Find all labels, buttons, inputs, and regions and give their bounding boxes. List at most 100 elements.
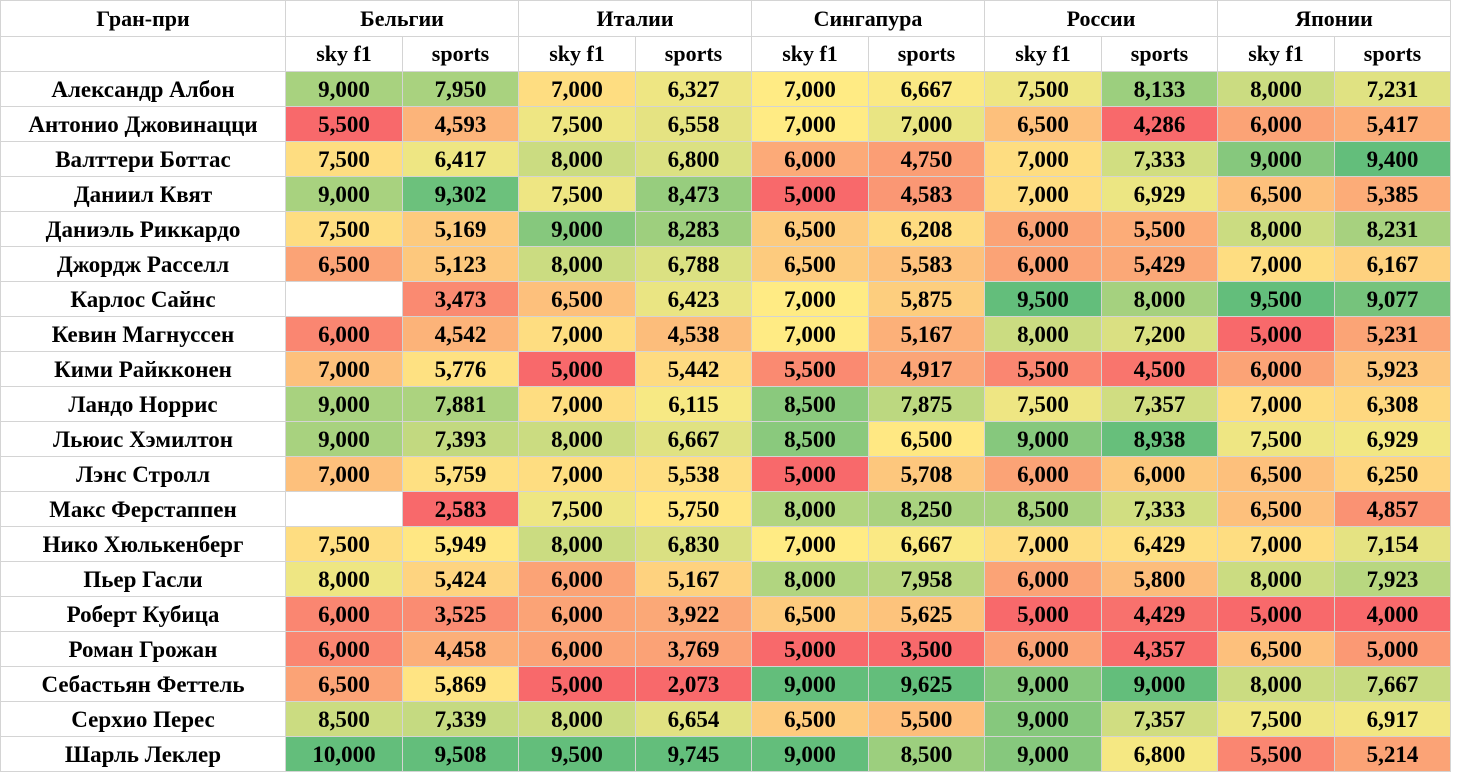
score-cell[interactable]: 5,442 [635, 351, 752, 387]
score-cell[interactable]: 8,250 [868, 491, 985, 527]
score-cell[interactable]: 8,000 [285, 561, 403, 597]
score-cell[interactable]: 7,000 [984, 141, 1102, 177]
score-cell[interactable]: 6,500 [868, 421, 985, 457]
driver-name-cell[interactable]: Даниил Квят [0, 176, 286, 212]
score-cell[interactable]: 4,538 [635, 316, 752, 352]
score-cell[interactable]: 8,000 [518, 141, 636, 177]
score-cell[interactable]: 7,923 [1334, 561, 1451, 597]
score-cell[interactable]: 8,000 [1217, 211, 1335, 247]
score-cell[interactable]: 7,000 [751, 526, 869, 562]
race-header-cell[interactable]: Бельгии [285, 0, 519, 37]
score-cell[interactable]: 7,500 [984, 386, 1102, 422]
score-cell[interactable]: 8,133 [1101, 71, 1218, 107]
score-cell[interactable]: 5,800 [1101, 561, 1218, 597]
score-cell[interactable]: 6,000 [518, 596, 636, 632]
score-cell[interactable]: 7,500 [285, 526, 403, 562]
driver-name-cell[interactable]: Даниэль Риккардо [0, 211, 286, 247]
score-cell[interactable]: 5,000 [751, 176, 869, 212]
driver-name-cell[interactable]: Александр Албон [0, 71, 286, 107]
score-cell[interactable]: 6,500 [285, 666, 403, 702]
race-header-cell[interactable]: Италии [518, 0, 752, 37]
score-cell[interactable]: 7,958 [868, 561, 985, 597]
score-cell[interactable]: 6,423 [635, 281, 752, 317]
driver-name-cell[interactable]: Нико Хюлькенберг [0, 526, 286, 562]
driver-name-cell[interactable]: Лэнс Стролл [0, 456, 286, 492]
score-cell[interactable]: 6,500 [751, 246, 869, 282]
score-cell[interactable]: 5,000 [984, 596, 1102, 632]
score-cell[interactable]: 8,500 [751, 386, 869, 422]
channel-header-cell[interactable]: sky f1 [1217, 36, 1335, 72]
score-cell[interactable]: 6,500 [751, 596, 869, 632]
score-cell[interactable]: 8,283 [635, 211, 752, 247]
score-cell[interactable]: 6,500 [285, 246, 403, 282]
score-cell[interactable]: 9,745 [635, 736, 752, 772]
score-cell[interactable]: 6,000 [984, 631, 1102, 667]
score-cell[interactable]: 7,000 [751, 316, 869, 352]
score-cell[interactable]: 6,800 [1101, 736, 1218, 772]
score-cell[interactable]: 7,875 [868, 386, 985, 422]
score-cell[interactable]: 6,667 [868, 71, 985, 107]
score-cell[interactable]: 2,583 [402, 491, 519, 527]
driver-name-cell[interactable]: Макс Ферстаппен [0, 491, 286, 527]
score-cell[interactable]: 9,000 [285, 421, 403, 457]
driver-name-cell[interactable]: Роберт Кубица [0, 596, 286, 632]
score-cell[interactable]: 6,654 [635, 701, 752, 737]
score-cell[interactable]: 4,357 [1101, 631, 1218, 667]
score-cell[interactable]: 5,417 [1334, 106, 1451, 142]
score-cell[interactable]: 5,500 [1217, 736, 1335, 772]
score-cell[interactable]: 6,500 [1217, 631, 1335, 667]
score-cell[interactable]: 7,500 [518, 491, 636, 527]
score-cell[interactable]: 4,458 [402, 631, 519, 667]
score-cell[interactable]: 7,000 [984, 176, 1102, 212]
score-cell[interactable]: 9,000 [1101, 666, 1218, 702]
channel-header-cell[interactable]: sports [868, 36, 985, 72]
score-cell[interactable]: 6,800 [635, 141, 752, 177]
score-cell[interactable]: 8,500 [984, 491, 1102, 527]
score-cell[interactable]: 4,429 [1101, 596, 1218, 632]
channel-header-cell[interactable]: sky f1 [751, 36, 869, 72]
score-cell[interactable]: 5,500 [984, 351, 1102, 387]
score-cell[interactable]: 5,538 [635, 456, 752, 492]
score-cell[interactable]: 9,625 [868, 666, 985, 702]
score-cell[interactable]: 7,000 [1217, 526, 1335, 562]
score-cell[interactable]: 6,000 [1101, 456, 1218, 492]
score-cell[interactable]: 6,115 [635, 386, 752, 422]
score-cell[interactable]: 7,333 [1101, 141, 1218, 177]
score-cell[interactable]: 5,625 [868, 596, 985, 632]
score-cell[interactable]: 7,357 [1101, 386, 1218, 422]
score-cell[interactable]: 6,308 [1334, 386, 1451, 422]
score-cell[interactable]: 6,429 [1101, 526, 1218, 562]
score-cell[interactable]: 7,000 [1217, 246, 1335, 282]
score-cell[interactable]: 4,857 [1334, 491, 1451, 527]
score-cell[interactable] [285, 491, 403, 527]
score-cell[interactable]: 5,869 [402, 666, 519, 702]
score-cell[interactable]: 5,231 [1334, 316, 1451, 352]
score-cell[interactable]: 6,929 [1334, 421, 1451, 457]
score-cell[interactable]: 6,000 [1217, 351, 1335, 387]
score-cell[interactable]: 7,000 [868, 106, 985, 142]
score-cell[interactable]: 7,000 [751, 106, 869, 142]
score-cell[interactable]: 7,000 [518, 71, 636, 107]
grand-prix-header-cell[interactable]: Гран-при [0, 0, 286, 37]
score-cell[interactable]: 6,000 [518, 561, 636, 597]
score-cell[interactable]: 9,000 [984, 421, 1102, 457]
score-cell[interactable]: 9,000 [751, 736, 869, 772]
score-cell[interactable]: 5,000 [518, 666, 636, 702]
score-cell[interactable]: 5,123 [402, 246, 519, 282]
driver-name-cell[interactable]: Валттери Боттас [0, 141, 286, 177]
channel-header-cell[interactable]: sports [635, 36, 752, 72]
channel-header-cell[interactable]: sky f1 [285, 36, 403, 72]
score-cell[interactable]: 8,500 [751, 421, 869, 457]
score-cell[interactable]: 7,000 [285, 351, 403, 387]
driver-name-cell[interactable]: Льюис Хэмилтон [0, 421, 286, 457]
driver-name-cell[interactable]: Карлос Сайнс [0, 281, 286, 317]
score-cell[interactable]: 6,000 [984, 561, 1102, 597]
score-cell[interactable]: 5,167 [868, 316, 985, 352]
score-cell[interactable]: 5,385 [1334, 176, 1451, 212]
score-cell[interactable]: 4,000 [1334, 596, 1451, 632]
score-cell[interactable]: 7,667 [1334, 666, 1451, 702]
score-cell[interactable]: 5,583 [868, 246, 985, 282]
score-cell[interactable]: 7,500 [285, 141, 403, 177]
score-cell[interactable]: 7,500 [984, 71, 1102, 107]
score-cell[interactable]: 6,000 [984, 246, 1102, 282]
